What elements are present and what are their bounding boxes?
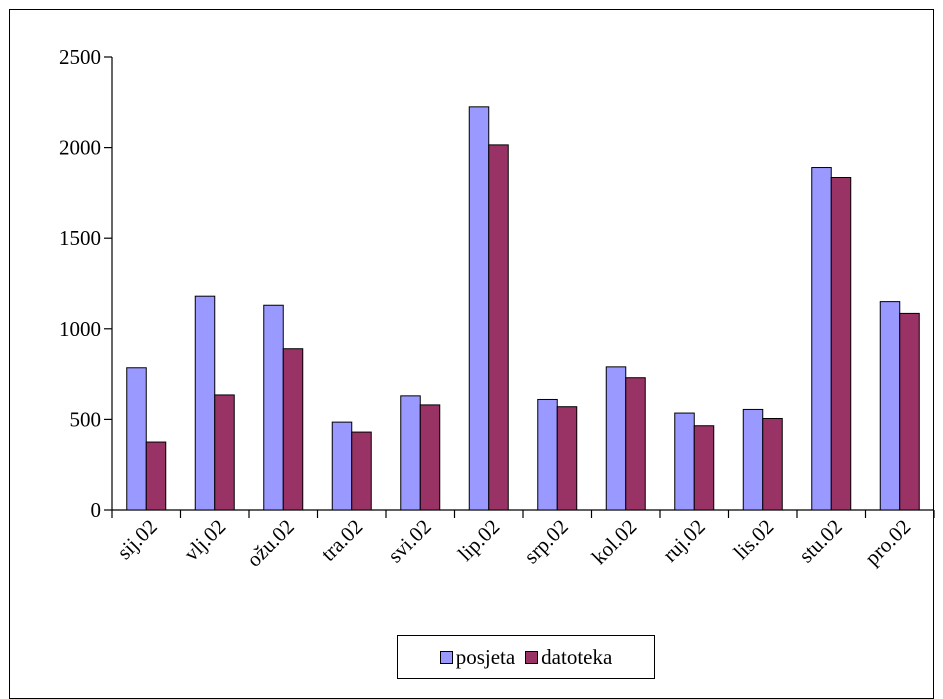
bar-posjeta-8 [674, 412, 695, 511]
x-tick-label: lis.02 [729, 515, 779, 565]
bar-chart: 0 500 1000 1500 2000 2500 sij.02 vlj.02 ožu.02 t… [59, 45, 935, 572]
x-tick-label: svi.02 [383, 515, 436, 568]
bar-datoteka-2 [282, 348, 304, 511]
legend-label-posjeta: posjeta [455, 644, 516, 669]
x-tick-label: ruj.02 [658, 515, 710, 567]
bar-datoteka-9 [762, 417, 783, 511]
bar-posjeta-6 [537, 398, 558, 511]
bar-datoteka-10 [830, 176, 852, 511]
y-tick-label: 0 [91, 498, 102, 522]
x-tick-label: ožu.02 [242, 515, 299, 572]
x-tick-label: tra.02 [316, 515, 367, 566]
x-tick-label: stu.02 [794, 515, 847, 568]
bar-datoteka-6 [556, 406, 578, 511]
bar-datoteka-5 [488, 144, 509, 511]
bar-posjeta-10 [811, 167, 832, 511]
x-tick-label: lip.02 [453, 515, 504, 566]
y-tick-label: 500 [70, 407, 102, 431]
bars [126, 106, 920, 511]
legend-label-datoteka: datoteka [541, 644, 613, 669]
x-tick-label: srp.02 [519, 515, 573, 569]
y-tick-label: 1000 [59, 317, 101, 341]
bar-posjeta-2 [263, 304, 284, 511]
legend-entry-datoteka: datoteka [525, 645, 612, 670]
legend-swatch-datoteka [525, 650, 539, 664]
bar-posjeta-3 [331, 421, 353, 511]
x-tick-label: sij.02 [112, 515, 162, 565]
bar-datoteka-11 [899, 312, 920, 511]
bar-posjeta-5 [468, 106, 490, 511]
bar-datoteka-3 [351, 431, 372, 511]
y-tick-label: 2500 [59, 45, 101, 69]
legend-entry-posjeta: posjeta [439, 644, 516, 670]
bar-posjeta-0 [126, 367, 147, 511]
bar-datoteka-4 [419, 404, 441, 511]
x-tick-label: pro.02 [860, 515, 915, 570]
y-axis: 0 500 1000 1500 2000 2500 [59, 45, 113, 522]
bar-datoteka-7 [625, 377, 646, 511]
x-axis: sij.02 vlj.02 ožu.02 tra.02 svi.02 lip.02 srp.… [111, 509, 935, 572]
legend-swatch-posjeta [439, 650, 453, 664]
x-tick-label: kol.02 [587, 515, 642, 570]
y-tick-label: 1500 [59, 226, 101, 250]
bar-posjeta-9 [742, 408, 764, 511]
bar-posjeta-11 [879, 301, 901, 511]
bar-posjeta-7 [605, 366, 627, 511]
bar-posjeta-4 [400, 395, 421, 511]
bar-datoteka-8 [693, 425, 715, 511]
bar-posjeta-1 [194, 295, 216, 511]
y-tick-label: 2000 [59, 136, 101, 160]
bar-datoteka-1 [214, 394, 235, 511]
legend: posjeta datoteka [397, 635, 655, 679]
x-tick-label: vlj.02 [179, 515, 230, 566]
bar-datoteka-0 [145, 441, 167, 511]
